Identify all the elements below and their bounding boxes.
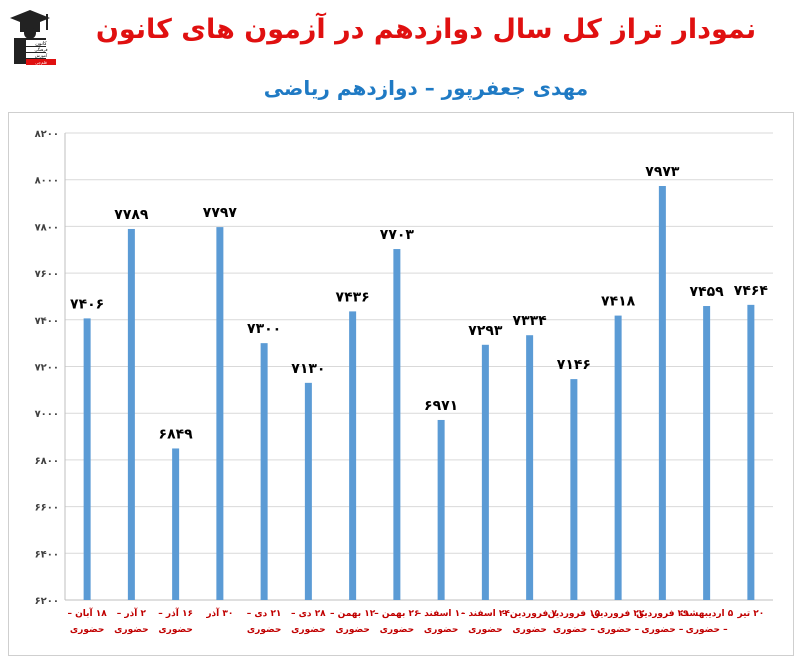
x-tick-label: ۲۰ تیر [736,609,764,619]
y-tick-label: ۷۶۰۰ [35,269,59,280]
x-tick-label: ۱۲ بهمن – [330,609,376,619]
data-label: ۶۹۷۱ [424,398,458,414]
data-label: ۷۴۰۶ [70,296,104,312]
bar [349,311,357,600]
data-label: ۷۱۳۰ [291,361,325,377]
data-label: ۷۷۸۹ [114,207,149,223]
logo-text-1: کانون [35,41,47,47]
data-label: ۷۲۹۳ [468,323,503,339]
chart-frame: ۶۲۰۰ ۶۴۰۰ ۶۶۰۰ ۶۸۰۰ ۷۰۰۰ ۷۲۰۰ ۷۴۰۰ ۷۶۰۰ ۷۸۰۰ ۸۰۰۰… [8,112,794,656]
logo-text-4: قلم‌چی [35,60,47,65]
x-tick-label-line2: حضوری [335,625,369,635]
bar [703,306,711,600]
bar [83,318,91,600]
logo-text-2: فرهنگی [35,47,48,52]
data-label: ۷۳۰۰ [247,321,281,337]
logo: کانون فرهنگی آموزش قلم‌چی [6,8,58,66]
x-tick-label-line2: حضوری [70,625,104,635]
data-label: ۷۹۷۳ [645,164,680,180]
data-label: ۷۴۶۴ [734,283,769,299]
graduate-logo-icon: کانون فرهنگی آموزش قلم‌چی [10,10,56,65]
x-tick-label-line2: حضوری [380,625,414,635]
x-tick-label-line2: – حضوری [686,625,729,635]
x-tick-label: ۳۰ آذر [205,607,233,619]
x-tick-label-line2: حضوری [512,625,546,635]
y-tick-label: ۷۸۰۰ [35,222,59,233]
x-tick-label: ۱۰ اسفند – [417,609,466,619]
bar [526,335,534,600]
bar [393,249,401,600]
x-tick-label-line2: حضوری [291,625,325,635]
x-tick-label: ۲۱ دی – [247,609,282,619]
x-tick-label-line2: – حضوری [641,625,684,635]
x-tick-label: ۵ اردیبهشت [680,609,734,619]
y-tick-label: ۸۰۰۰ [35,176,59,187]
x-tick-label: ۱۵ فروردین [548,609,601,619]
data-label: ۷۱۴۶ [557,357,591,373]
x-tick-label: ۱۸ آبان – [67,607,107,619]
x-tick-label-line2: حضوری [424,625,458,635]
x-tick-label-line2: – حضوری [597,625,640,635]
bar [658,186,666,600]
data-label: ۶۸۴۹ [159,426,194,442]
y-tick-label: ۶۸۰۰ [35,456,59,467]
x-tick-label-line2: حضوری [114,625,148,635]
x-tick-label-line2: – حضوری [553,625,596,635]
x-tick-label: ۲۸ دی – [291,609,326,619]
logo-text-3: آموزش [35,53,48,58]
bar [437,419,445,600]
x-tick-label-line2: حضوری [247,625,281,635]
y-tick-label: ۸۲۰۰ [35,129,59,140]
bar [172,448,180,600]
bar [127,228,135,600]
bar-chart: ۶۲۰۰ ۶۴۰۰ ۶۶۰۰ ۶۸۰۰ ۷۰۰۰ ۷۲۰۰ ۷۴۰۰ ۷۶۰۰ ۷۸۰۰ ۸۰۰۰… [35,129,773,635]
y-tick-label: ۶۴۰۰ [35,549,59,560]
x-tick-label: ۱۶ آذر – [158,607,193,619]
x-tick-label-line2: حضوری [468,625,502,635]
bar [304,382,312,600]
y-tick-label: ۶۶۰۰ [35,503,59,514]
bar [614,315,622,600]
y-tick-label: ۷۲۰۰ [35,363,59,374]
x-tick-label: ۲۹ فروردین [636,609,689,619]
x-tick-label: ۲۶ بهمن – [374,609,419,619]
x-tick-label-line2: حضوری [158,625,192,635]
data-label: ۷۴۳۶ [336,289,370,305]
x-tick-label: ۲۴ اسفند – [461,609,511,619]
y-tick-label: ۶۲۰۰ [35,596,59,607]
data-label: ۷۷۹۷ [203,205,238,221]
data-label: ۷۴۵۹ [690,284,725,300]
y-tick-label: ۷۴۰۰ [35,316,59,327]
data-label: ۷۳۳۴ [513,313,548,329]
bar [570,379,578,600]
bar [747,304,755,600]
x-tick-label: ۷ فروردین – [502,609,557,619]
page-title: نمودار تراز کل سال دوازدهم در آزمون های … [95,14,757,45]
y-tick-label: ۷۰۰۰ [35,409,59,420]
bar [481,344,489,600]
data-label: ۷۷۰۳ [380,227,415,243]
bar [260,343,268,600]
bar [216,227,224,600]
data-label: ۷۴۱۸ [601,294,636,310]
x-tick-label: ۲۲ فروردین [592,609,645,619]
x-tick-label: ۲ آذر – [117,607,147,619]
page-subtitle: مهدی جعفرپور – دوازدهم ریاضی [263,76,589,100]
